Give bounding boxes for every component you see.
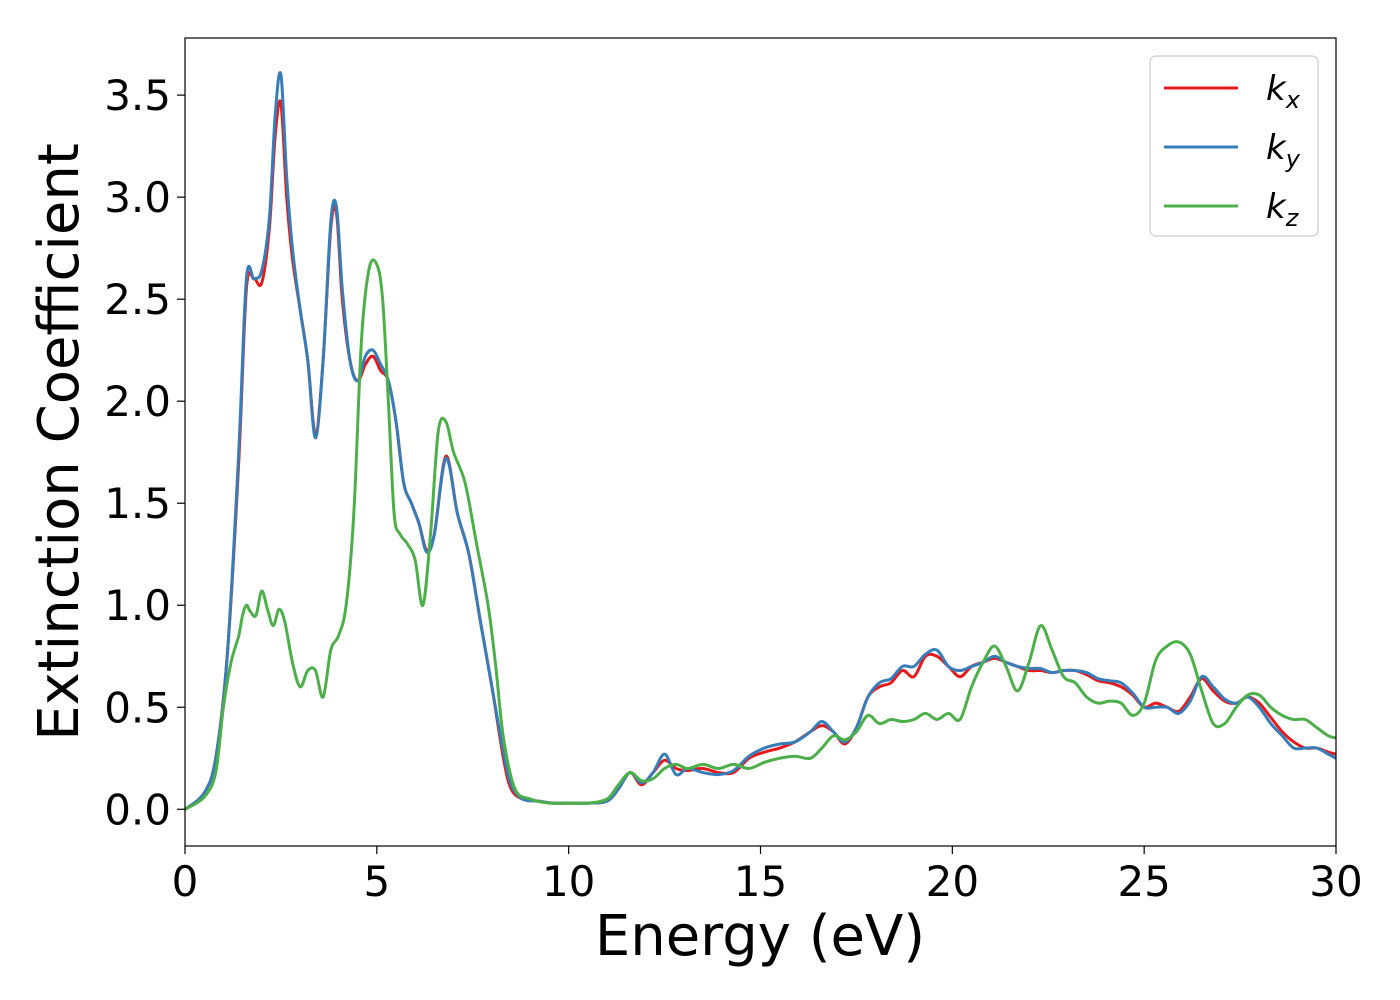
y-tick-label: 3.5 [104, 71, 171, 120]
y-tick-label: 2.0 [104, 377, 171, 426]
series-line-ky [185, 71, 1336, 811]
y-axis-label: Extinction Coefficient [27, 143, 92, 741]
y-tick-label: 3.0 [104, 173, 171, 222]
x-tick-label: 25 [1117, 857, 1170, 906]
x-tick-label: 20 [926, 857, 979, 906]
y-tick-label: 0.0 [104, 785, 171, 834]
legend-label-kx: kx [1266, 69, 1301, 114]
y-tick-label: 2.5 [104, 275, 171, 324]
x-tick-label: 15 [734, 857, 787, 906]
legend-label-main: k [1266, 128, 1287, 168]
y-tick-label: 1.5 [104, 479, 171, 528]
x-axis-label: Energy (eV) [595, 904, 925, 969]
y-tick-label: 0.5 [104, 683, 171, 732]
legend-label-subscript: x [1285, 86, 1301, 114]
x-axis: 0 5 10 15 20 25 30 [172, 846, 1363, 906]
x-tick-label: 5 [363, 857, 390, 906]
legend-label-main: k [1266, 187, 1287, 227]
y-axis: 0.0 0.5 1.0 1.5 2.0 2.5 3.0 3.5 [104, 71, 185, 834]
x-tick-label: 30 [1309, 857, 1362, 906]
legend-label-ky: ky [1266, 128, 1301, 173]
x-tick-label: 0 [172, 857, 199, 906]
series-line-kz [185, 258, 1336, 811]
plot-area [185, 38, 1336, 846]
x-tick-label: 10 [542, 857, 595, 906]
legend-label-main: k [1266, 69, 1287, 109]
y-tick-label: 1.0 [104, 581, 171, 630]
legend-label-subscript: z [1285, 204, 1300, 232]
series-layer [185, 71, 1336, 811]
legend-label-subscript: y [1285, 145, 1301, 173]
legend-label-kz: kz [1266, 187, 1300, 232]
